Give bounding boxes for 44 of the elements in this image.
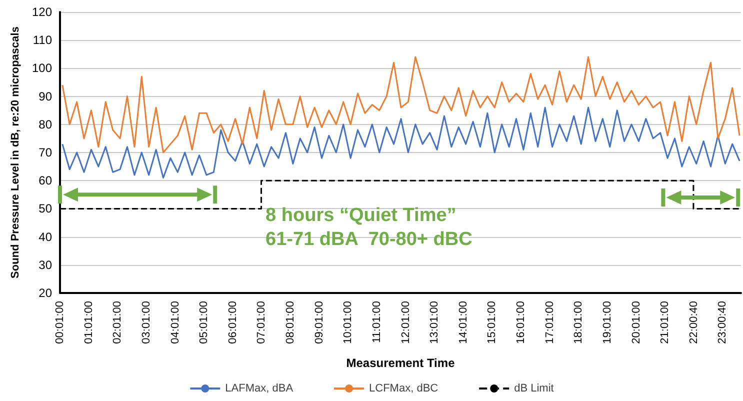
y-tick-label: 20: [38, 286, 52, 300]
x-tick-label: 14:01:00: [457, 301, 470, 344]
x-tick-label: 22:00:40: [688, 301, 700, 344]
x-tick-label: 21:01:00: [659, 301, 672, 344]
x-tick-label: 19:01:00: [601, 301, 614, 344]
legend-label: dB Limit: [514, 382, 554, 394]
annotation: 8 hours “Quiet Time”: [266, 205, 456, 228]
y-axis-title: Sound Pressure Level in dB, re:20 micropascals: [10, 26, 22, 278]
x-tick-label: 11:01:00: [370, 301, 383, 344]
x-tick-label: 13:01:00: [428, 301, 441, 344]
legend-label: LCFMax, dBC: [369, 382, 438, 394]
x-tick-label: 12:01:00: [400, 301, 412, 344]
y-tick-label: 110: [32, 33, 52, 48]
legend-label: LAFMax, dBA: [225, 382, 294, 394]
x-tick-label: 17:01:00: [544, 301, 556, 344]
x-tick-label: 01:01:00: [82, 301, 95, 344]
x-tick-label: 02:01:00: [112, 301, 124, 344]
x-tick-label: 08:01:00: [284, 301, 297, 344]
y-tick-label: 70: [38, 146, 52, 160]
x-tick-label: 15:01:00: [486, 301, 498, 344]
x-tick-label: 03:01:00: [140, 301, 152, 344]
x-tick-label: 20:01:00: [630, 301, 642, 344]
y-tick-label: 40: [38, 230, 52, 244]
x-tick-label: 07:01:00: [256, 301, 268, 344]
x-tick-label: 16:01:00: [515, 301, 528, 344]
x-tick-label: 09:01:00: [313, 301, 326, 344]
x-tick-label: 06:01:00: [226, 301, 239, 344]
x-tick-label: 00:01:00: [54, 301, 66, 344]
annotation: 61-71 dBA 70-80+ dBC: [266, 229, 472, 251]
y-tick-label: 60: [38, 174, 52, 188]
x-tick-label: 04:01:00: [169, 301, 182, 344]
x-tick-label: 10:01:00: [342, 301, 354, 344]
y-tick-label: 80: [38, 117, 52, 132]
x-tick-label: 23:00:40: [716, 301, 729, 344]
y-tick-label: 100: [32, 61, 52, 76]
y-tick-label: 90: [38, 89, 52, 104]
x-tick-label: 05:01:00: [198, 301, 210, 344]
y-tick-label: 50: [38, 202, 52, 216]
line-series: [62, 56, 740, 154]
x-axis-title: Measurement Time: [346, 356, 456, 370]
y-tick-label: 30: [38, 258, 52, 272]
y-tick-label: 120: [32, 5, 52, 19]
line-series: [62, 106, 740, 179]
x-tick-label: 18:01:00: [572, 301, 585, 344]
